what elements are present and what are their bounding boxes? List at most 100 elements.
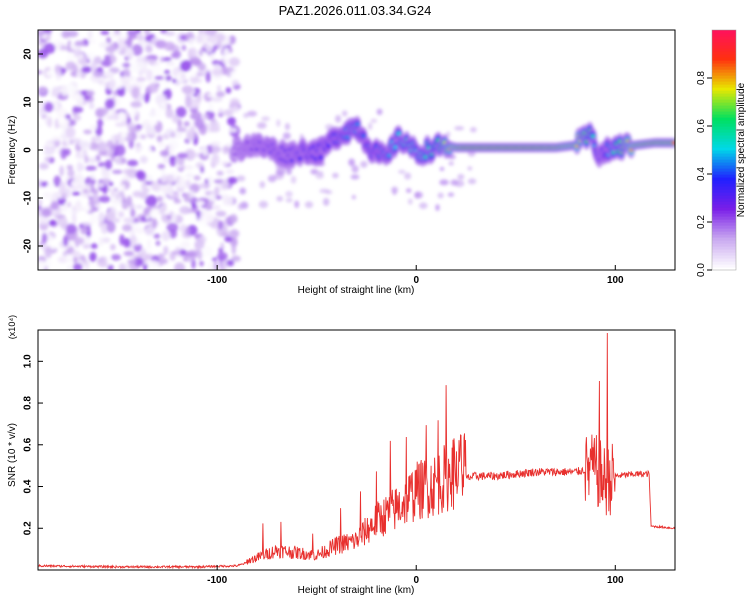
noise-blob (282, 132, 291, 140)
noise-blob (98, 76, 107, 87)
noise-blob (123, 250, 135, 257)
noise-blob (54, 118, 59, 129)
noise-blob (100, 223, 109, 235)
noise-blob (98, 236, 104, 247)
noise-blob (189, 214, 198, 222)
noise-blob (164, 31, 176, 36)
noise-blob (454, 179, 465, 188)
noise-blob (143, 92, 151, 104)
noise-blob (185, 96, 192, 109)
noise-blob (218, 247, 223, 254)
noise-blob (108, 181, 114, 187)
noise-blob (108, 67, 120, 74)
noise-blob (225, 143, 232, 148)
noise-blob (143, 30, 151, 35)
noise-blob (223, 109, 234, 117)
noise-blob (76, 97, 81, 109)
noise-blob (150, 98, 157, 105)
snr-frame (37, 329, 676, 571)
noise-blob (106, 254, 112, 266)
noise-blob (106, 221, 116, 233)
noise-blob (405, 188, 412, 193)
x-tick-label: 0 (413, 575, 419, 586)
noise-blob (144, 226, 155, 237)
noise-blob (170, 131, 176, 138)
noise-blob (220, 258, 229, 270)
noise-blob (448, 161, 454, 166)
noise-blob (133, 257, 144, 267)
noise-blob (145, 58, 157, 64)
noise-blob (169, 155, 177, 167)
noise-blob (89, 251, 97, 262)
noise-blob (89, 124, 98, 131)
colorbar-swatch (712, 144, 736, 148)
noise-blob (90, 173, 96, 180)
noise-blob (213, 30, 218, 34)
noise-blob (101, 70, 113, 78)
noise-blob (407, 198, 413, 205)
noise-blob (172, 114, 179, 124)
noise-blob (161, 231, 170, 241)
snr-series-line (38, 332, 675, 570)
noise-blob (348, 158, 355, 167)
noise-blob (89, 213, 98, 225)
noise-blob (126, 206, 131, 216)
colorbar-swatch (712, 222, 736, 226)
ridge-core (361, 134, 366, 138)
noise-blob (454, 126, 465, 131)
colorbar-swatch (712, 135, 736, 139)
noise-blob (351, 165, 359, 173)
noise-blob (211, 59, 220, 66)
noise-blob (211, 146, 222, 153)
colorbar-swatch (712, 231, 736, 235)
noise-blob (236, 175, 246, 182)
colorbar-swatch (712, 267, 736, 271)
noise-blob (158, 86, 167, 91)
noise-blob (135, 170, 145, 180)
noise-blob (87, 157, 98, 164)
ridge-core (355, 122, 360, 127)
noise-blob (180, 240, 191, 249)
noise-blob (168, 147, 176, 156)
noise-blob (212, 64, 221, 69)
noise-blob (44, 156, 51, 162)
noise-blob (162, 155, 170, 164)
noise-blob (174, 262, 186, 270)
noise-blob (437, 192, 444, 199)
noise-blob (81, 66, 92, 74)
noise-blob (220, 231, 230, 237)
noise-blob (211, 257, 218, 262)
noise-blob (230, 70, 237, 81)
noise-blob (144, 187, 150, 194)
noise-blob (214, 186, 220, 197)
noise-blob (188, 37, 195, 46)
noise-blob (219, 30, 225, 33)
noise-blob (310, 168, 319, 175)
noise-blob (231, 79, 240, 86)
snr-y-multiplier: (x10⁴) (7, 315, 17, 339)
colorbar-swatch (712, 39, 736, 43)
noise-blob (191, 56, 201, 66)
colorbar-ticks: 0.0 0.2 0.4 0.6 0.8 (696, 71, 712, 277)
noise-blob (208, 175, 213, 187)
y-tick-label: 1.0 (23, 354, 34, 368)
noise-blob (47, 117, 53, 128)
noise-blob (136, 61, 149, 69)
noise-blob (195, 117, 205, 130)
noise-blob (207, 262, 213, 270)
colorbar-swatch (712, 42, 736, 46)
noise-blob (84, 155, 89, 164)
noise-blob (212, 153, 219, 161)
noise-blob (163, 245, 169, 255)
colorbar-swatch (712, 213, 736, 217)
colorbar-swatch (712, 237, 736, 241)
noise-blob (102, 113, 111, 122)
noise-blob (59, 185, 65, 196)
noise-blob (290, 175, 297, 184)
noise-blob (118, 32, 129, 38)
colorbar-swatch (712, 132, 736, 136)
noise-blob (183, 121, 190, 127)
noise-blob (145, 214, 150, 220)
noise-blob (202, 146, 209, 157)
noise-blob (205, 71, 211, 83)
